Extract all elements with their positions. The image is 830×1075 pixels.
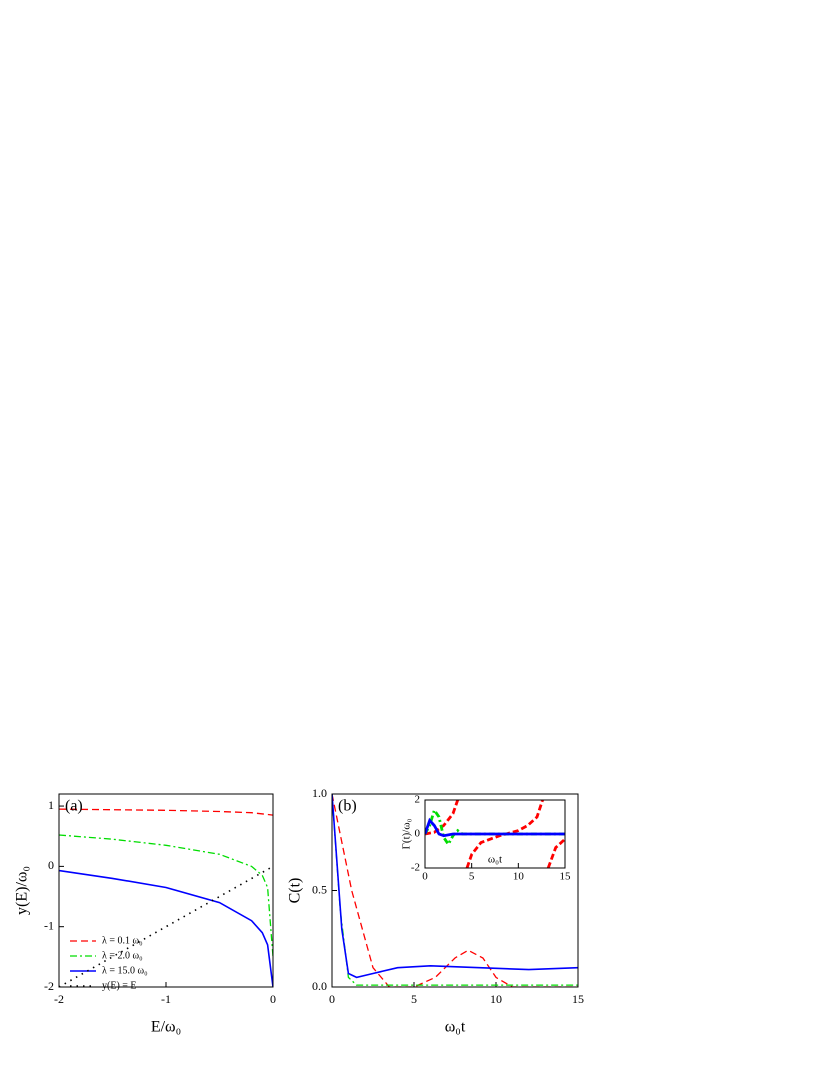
y-tick-label: 1.0 bbox=[312, 786, 327, 800]
x-tick-label: 0 bbox=[270, 992, 276, 1006]
y-tick-label: -2 bbox=[411, 862, 420, 874]
y-axis-label: Γ(t)/ω₀ bbox=[401, 818, 413, 849]
legend-label: λ = 0.1 ω₀ bbox=[102, 935, 143, 946]
x-tick-label: -1 bbox=[161, 992, 171, 1006]
x-axis-label: E/ω₀ bbox=[151, 1019, 181, 1036]
series-line bbox=[59, 865, 273, 987]
axes-frame bbox=[424, 799, 566, 869]
series-line bbox=[425, 817, 565, 838]
series-line bbox=[59, 834, 273, 957]
axes-frame bbox=[331, 793, 579, 988]
x-tick-label: 5 bbox=[411, 992, 417, 1006]
y-tick-label: 2 bbox=[415, 794, 421, 806]
axes-frame bbox=[58, 793, 274, 988]
y-tick-label: 0.0 bbox=[312, 979, 327, 993]
y-tick-label: 0.5 bbox=[312, 882, 327, 896]
series-line bbox=[332, 794, 578, 987]
series-line bbox=[59, 808, 273, 816]
legend-label: λ = 15.0 ω₀ bbox=[102, 965, 148, 976]
panel-label: (a) bbox=[65, 798, 83, 815]
y-tick-label: 0 bbox=[415, 828, 421, 840]
x-tick-label: 0 bbox=[422, 871, 428, 883]
y-tick-label: 0 bbox=[48, 858, 54, 872]
x-tick-label: 15 bbox=[560, 871, 572, 883]
y-tick-label: -1 bbox=[44, 918, 54, 932]
series-line bbox=[59, 869, 273, 987]
x-tick-label: 0 bbox=[329, 992, 335, 1006]
series-line bbox=[332, 794, 578, 979]
panel-label: (b) bbox=[338, 798, 357, 815]
series-line bbox=[425, 807, 565, 847]
x-axis-label: ω₀t bbox=[488, 854, 502, 866]
y-tick-label: -2 bbox=[44, 979, 54, 993]
x-axis-label: ω₀t bbox=[445, 1019, 466, 1036]
legend-label: y(E) = E bbox=[102, 980, 137, 991]
x-tick-label: -2 bbox=[54, 992, 64, 1006]
legend-label: λ = 2.0 ω₀ bbox=[102, 950, 143, 961]
x-tick-label: 10 bbox=[513, 871, 525, 883]
x-tick-label: 10 bbox=[490, 992, 502, 1006]
y-axis-label: C(t) bbox=[287, 878, 304, 904]
y-tick-label: 1 bbox=[48, 798, 54, 812]
y-axis-label: y(E)/ω₀ bbox=[14, 866, 31, 915]
x-tick-label: 5 bbox=[469, 871, 475, 883]
x-tick-label: 15 bbox=[572, 992, 584, 1006]
